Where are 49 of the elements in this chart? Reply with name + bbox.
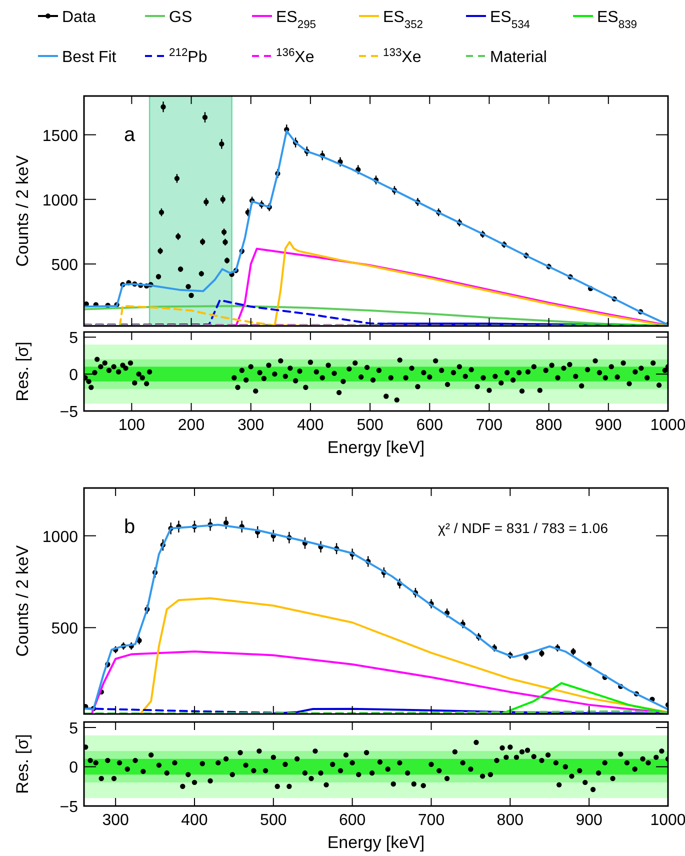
x-tick-label: 900 — [576, 812, 603, 829]
legend-label: $^{136}$Xe — [276, 47, 314, 66]
x-tick-label: 100 — [118, 417, 146, 434]
y-tick-label: 1500 — [42, 128, 78, 145]
x-tick-label: 500 — [356, 417, 384, 434]
y-tick-label: 5 — [69, 720, 78, 738]
x-tick-label: 400 — [297, 417, 324, 434]
x-tick-label: 700 — [476, 417, 503, 434]
x-tick-label: 800 — [535, 417, 562, 434]
y-axis-title: Counts / 2 keV — [13, 544, 32, 657]
legend-label: ES$_{839}$ — [597, 9, 638, 31]
y-tick-label: −5 — [60, 799, 78, 816]
y-tick-label: 0 — [69, 367, 78, 384]
legend-label: Best Fit — [62, 49, 117, 66]
x-tick-label: 500 — [260, 812, 287, 829]
annotation: a — [124, 124, 136, 146]
y-tick-label: 500 — [51, 620, 78, 638]
x-tick-label: 1000 — [650, 812, 685, 829]
legend-label: $^{212}$Pb — [169, 47, 208, 66]
y-tick-label: 500 — [51, 256, 78, 274]
y-tick-label: −5 — [60, 404, 78, 421]
y-axis-title: Res. [σ] — [13, 734, 32, 794]
x-tick-label: 300 — [102, 812, 130, 829]
x-tick-label: 200 — [178, 417, 205, 434]
x-axis-title: Energy [keV] — [327, 438, 425, 457]
x-tick-label: 600 — [416, 417, 444, 434]
x-tick-label: 800 — [496, 812, 524, 829]
legend-label: ES$_{534}$ — [490, 9, 530, 31]
x-tick-label: 1000 — [650, 417, 685, 434]
legend-label: ES$_{352}$ — [383, 9, 424, 31]
legend-label: GS — [169, 9, 192, 26]
x-tick-label: 600 — [338, 812, 366, 829]
y-tick-label: 1000 — [42, 192, 78, 210]
x-tick-label: 900 — [595, 417, 622, 434]
y-tick-label: 0 — [69, 760, 78, 777]
legend-label: $^{133}$Xe — [383, 47, 422, 66]
legend-label: Data — [62, 9, 96, 26]
legend-label: Material — [490, 49, 547, 66]
x-tick-label: 300 — [238, 417, 264, 434]
y-axis-title: Counts / 2 keV — [13, 154, 32, 267]
legend-label: ES$_{295}$ — [276, 9, 316, 31]
y-tick-label: 1000 — [42, 528, 78, 546]
y-tick-label: 5 — [69, 330, 78, 348]
annotation: b — [124, 516, 136, 538]
x-tick-label: 400 — [181, 812, 208, 829]
x-axis-title: Energy [keV] — [327, 833, 425, 852]
x-tick-label: 700 — [418, 812, 445, 829]
y-axis-title: Res. [σ] — [13, 342, 32, 402]
annotation: χ² / NDF = 831 / 783 = 1.06 — [438, 520, 608, 536]
